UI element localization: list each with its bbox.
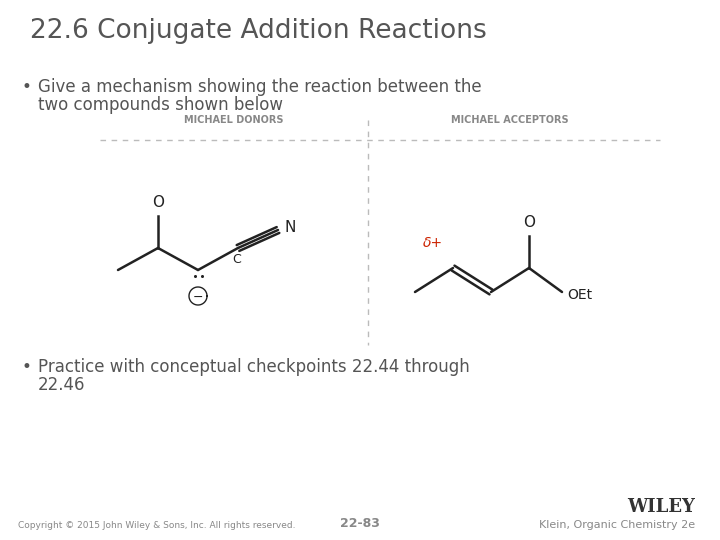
Text: C: C bbox=[233, 253, 241, 266]
Text: Give a mechanism showing the reaction between the: Give a mechanism showing the reaction be… bbox=[38, 78, 482, 96]
Text: δ+: δ+ bbox=[423, 236, 443, 250]
Text: 22.46: 22.46 bbox=[38, 376, 86, 394]
Text: 22-83: 22-83 bbox=[340, 517, 380, 530]
Text: •: • bbox=[22, 358, 32, 376]
Text: •: • bbox=[22, 78, 32, 96]
Text: N: N bbox=[284, 220, 295, 235]
Text: −: − bbox=[193, 291, 203, 303]
Text: O: O bbox=[523, 215, 535, 230]
Text: MICHAEL ACCEPTORS: MICHAEL ACCEPTORS bbox=[451, 115, 569, 125]
Text: WILEY: WILEY bbox=[627, 498, 695, 516]
Text: Copyright © 2015 John Wiley & Sons, Inc. All rights reserved.: Copyright © 2015 John Wiley & Sons, Inc.… bbox=[18, 521, 295, 530]
Text: Klein, Organic Chemistry 2e: Klein, Organic Chemistry 2e bbox=[539, 520, 695, 530]
Text: OEt: OEt bbox=[567, 288, 592, 302]
Text: two compounds shown below: two compounds shown below bbox=[38, 96, 283, 114]
Text: 22.6 Conjugate Addition Reactions: 22.6 Conjugate Addition Reactions bbox=[30, 18, 487, 44]
Text: O: O bbox=[152, 195, 164, 210]
Text: Practice with conceptual checkpoints 22.44 through: Practice with conceptual checkpoints 22.… bbox=[38, 358, 469, 376]
Text: MICHAEL DONORS: MICHAEL DONORS bbox=[184, 115, 284, 125]
